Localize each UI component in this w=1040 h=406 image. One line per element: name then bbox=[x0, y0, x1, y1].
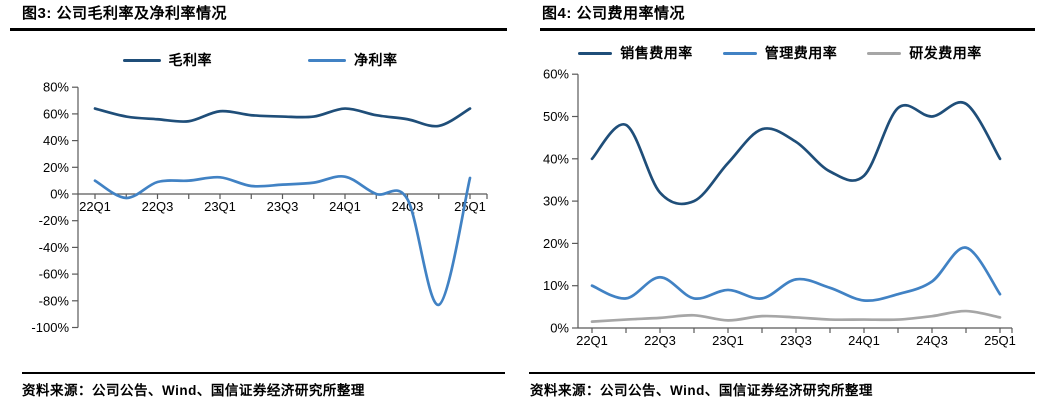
series-line-1-0 bbox=[590, 100, 1002, 206]
net-margin-line-swatch bbox=[308, 58, 346, 62]
y-axis-tick-label: -20% bbox=[39, 213, 70, 228]
figure3-legend: 毛利率 净利率 bbox=[0, 50, 520, 70]
y-axis-tick-label: -60% bbox=[39, 267, 70, 282]
x-axis-tick-label: 24Q1 bbox=[329, 199, 361, 214]
figure4-title: 图4: 公司费用率情况 bbox=[542, 5, 686, 22]
y-axis-tick-label: 30% bbox=[543, 194, 569, 209]
y-axis-tick-label: 40% bbox=[543, 151, 569, 166]
series-line-0-1 bbox=[93, 174, 472, 307]
x-axis-tick-label: 23Q1 bbox=[204, 199, 236, 214]
figure3-source: 资料来源：公司公告、Wind、国信证券经济研究所整理 bbox=[22, 383, 365, 398]
x-axis-tick-label: 24Q3 bbox=[916, 333, 948, 348]
figure3-title: 图3: 公司毛利率及净利率情况 bbox=[22, 5, 228, 22]
x-axis-tick-label: 24Q1 bbox=[848, 333, 880, 348]
y-axis-tick-label: -100% bbox=[31, 320, 69, 335]
y-axis-tick-label: 0% bbox=[50, 187, 69, 202]
legend-item-net-margin: 净利率 bbox=[308, 50, 398, 70]
y-axis-tick-label: 40% bbox=[43, 133, 69, 148]
series-line-1-1 bbox=[590, 246, 1002, 303]
figure4-source: 资料来源：公司公告、Wind、国信证券经济研究所整理 bbox=[530, 383, 873, 398]
x-axis-tick-label: 23Q1 bbox=[712, 333, 744, 348]
gross-margin-line-swatch bbox=[122, 58, 161, 62]
rd-expense-line-swatch bbox=[867, 51, 902, 55]
y-axis-tick-label: 10% bbox=[543, 278, 569, 293]
figure4-header-rule bbox=[540, 28, 1035, 31]
series-line-1-2 bbox=[590, 309, 1002, 324]
figure4-footer-rule bbox=[529, 372, 1035, 374]
y-axis-tick-label: 60% bbox=[543, 67, 569, 82]
y-axis-tick-label: 80% bbox=[43, 80, 69, 95]
y-axis-tick-label: 20% bbox=[543, 236, 569, 251]
rd-expense-legend-label: 研发费用率 bbox=[909, 45, 982, 61]
x-axis-tick-label: 23Q3 bbox=[780, 333, 812, 348]
figure4-line-chart: 60% 50% 40% 30% 20% 10% 0% 22Q1 22Q3 23Q1 23Q3 24Q1… bbox=[543, 67, 1016, 348]
x-axis-tick-label: 22Q3 bbox=[644, 333, 676, 348]
admin-expense-legend-label: 管理费用率 bbox=[764, 45, 838, 61]
selling-expense-legend-label: 销售费用率 bbox=[620, 45, 693, 61]
y-axis-tick-label: 0% bbox=[550, 321, 569, 336]
figure4-legend: 销售费用率 管理费用率 研发费用率 bbox=[520, 43, 1040, 63]
x-axis-tick-label: 22Q1 bbox=[576, 333, 608, 348]
x-axis-tick-label: 25Q1 bbox=[454, 199, 486, 214]
figure3-header-rule bbox=[10, 28, 507, 31]
legend-item-gross-margin: 毛利率 bbox=[122, 50, 213, 70]
x-axis-tick-label: 25Q1 bbox=[984, 333, 1016, 348]
legend-item-selling-expense: 销售费用率 bbox=[578, 43, 693, 63]
figure4-panel: 图4: 公司费用率情况 销售费用率 管理费用率 研发费用率 资料来源：公司公告、… bbox=[520, 0, 1040, 406]
figure3-line-chart: 80% 60% 40% 20% 0% -20% -40% -60% -80% -100% 22Q1 2… bbox=[31, 80, 488, 335]
gross-margin-legend-label: 毛利率 bbox=[168, 52, 212, 68]
legend-item-admin-expense: 管理费用率 bbox=[722, 43, 838, 63]
x-axis-tick-label: 24Q3 bbox=[392, 199, 424, 214]
figure3-footer-rule bbox=[22, 372, 505, 374]
y-axis-tick-label: 60% bbox=[43, 106, 69, 121]
y-axis-tick-label: -40% bbox=[39, 240, 70, 255]
figure3-panel: 图3: 公司毛利率及净利率情况 毛利率 净利率 资料来源：公司公告、Wind、国… bbox=[0, 5, 520, 398]
net-margin-legend-label: 净利率 bbox=[354, 52, 398, 68]
series-line-0-0 bbox=[93, 107, 472, 128]
selling-expense-line-swatch bbox=[578, 51, 613, 55]
y-axis-tick-label: 20% bbox=[43, 160, 69, 175]
y-axis-tick-label: -80% bbox=[39, 293, 70, 308]
admin-expense-line-swatch bbox=[722, 51, 757, 55]
y-axis-tick-label: 50% bbox=[543, 109, 569, 124]
x-axis-tick-label: 23Q3 bbox=[267, 199, 299, 214]
x-axis-tick-label: 22Q1 bbox=[79, 199, 111, 214]
legend-item-rd-expense: 研发费用率 bbox=[867, 43, 982, 63]
x-axis-tick-label: 22Q3 bbox=[142, 199, 174, 214]
